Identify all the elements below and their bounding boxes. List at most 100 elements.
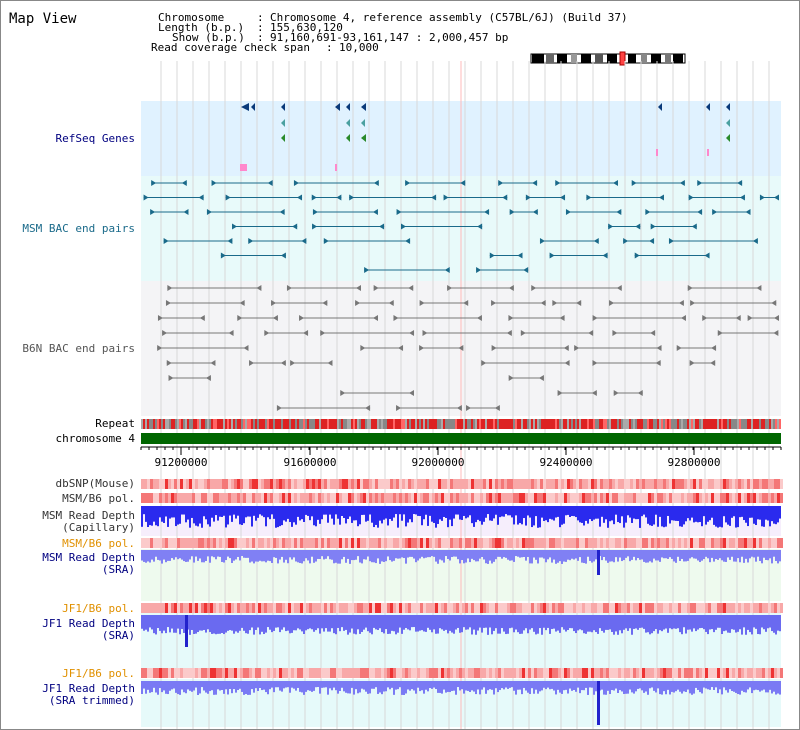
- heat-cell: [327, 479, 330, 489]
- depth-bar: [471, 506, 473, 524]
- heat-cell: [462, 479, 465, 489]
- depth-bar: [233, 681, 235, 690]
- depth-bar: [237, 615, 239, 633]
- jf1-depth-sra[interactable]: [141, 615, 781, 647]
- repeat-track[interactable]: [141, 419, 781, 429]
- heat-cell: [660, 668, 663, 678]
- depth-bar: [381, 506, 383, 524]
- heat-cell: [627, 493, 630, 503]
- depth-bar: [619, 615, 621, 631]
- depth-bar: [319, 506, 321, 524]
- b6n-bac-pair-end: [506, 330, 512, 336]
- repeat-segment: [297, 419, 299, 429]
- heat-cell: [693, 603, 696, 613]
- depth-bar: [187, 681, 189, 690]
- chromosome-ideogram[interactable]: [530, 51, 686, 66]
- heat-cell: [423, 603, 426, 613]
- depth-bar: [175, 506, 177, 527]
- depth-bar: [493, 681, 495, 695]
- depth-bar: [407, 615, 409, 630]
- depth-bar: [743, 506, 745, 521]
- depth-bar: [579, 615, 581, 630]
- depth-bar: [679, 615, 681, 633]
- msm-bac-pair-end: [549, 252, 555, 259]
- msm-bac-pair-end: [150, 209, 156, 215]
- repeat-segment: [519, 419, 521, 429]
- depth-bar: [595, 615, 597, 633]
- b6n-bac-pairs-track[interactable]: [157, 285, 779, 411]
- depth-bar: [641, 681, 643, 691]
- msm-depth-sra[interactable]: [141, 550, 781, 575]
- heat-cell: [609, 493, 612, 503]
- repeat-segment: [541, 419, 543, 429]
- heat-cell: [726, 479, 729, 489]
- depth-bar: [453, 506, 455, 519]
- depth-bar: [195, 681, 197, 688]
- depth-bar: [291, 550, 293, 560]
- heat-cell: [732, 479, 735, 489]
- depth-bar: [403, 550, 405, 559]
- depth-bar: [459, 615, 461, 633]
- depth-bar: [521, 681, 523, 695]
- depth-bar: [767, 681, 769, 693]
- dbsnp-strip[interactable]: [141, 479, 783, 489]
- jf1-depth-trimmed[interactable]: [141, 681, 781, 725]
- depth-bar: [767, 615, 769, 629]
- heat-cell: [594, 668, 597, 678]
- depth-bar: [211, 550, 213, 557]
- heat-cell: [579, 603, 582, 613]
- heat-cell: [522, 479, 525, 489]
- msm-bac-pair-end: [372, 209, 378, 215]
- depth-bar: [451, 506, 453, 527]
- heat-cell: [486, 603, 489, 613]
- depth-bar: [289, 681, 291, 693]
- depth-bar: [681, 615, 683, 635]
- depth-bar: [203, 615, 205, 630]
- depth-bar: [469, 550, 471, 563]
- jf1-b6-pol-strip[interactable]: [141, 603, 783, 613]
- msm-bac-pair-end: [679, 180, 685, 186]
- depth-bar: [375, 550, 377, 564]
- depth-bar: [677, 550, 679, 557]
- msm-b6-pol-strip-2[interactable]: [141, 538, 783, 548]
- depth-bar: [161, 550, 163, 564]
- heat-cell: [384, 538, 387, 548]
- depth-bar: [595, 506, 597, 519]
- heat-cell: [276, 603, 279, 613]
- heat-cell: [390, 603, 393, 613]
- refseq-marker: [656, 149, 658, 156]
- depth-bar: [167, 550, 169, 561]
- depth-bar: [627, 615, 629, 631]
- depth-bar: [537, 681, 539, 694]
- depth-bar: [253, 615, 255, 635]
- depth-bar: [517, 681, 519, 690]
- depth-bar: [321, 550, 323, 557]
- depth-bar: [649, 681, 651, 689]
- depth-bar: [207, 681, 209, 694]
- msm-depth-capillary[interactable]: [141, 506, 781, 528]
- msm-bac-pairs-track[interactable]: [143, 180, 779, 273]
- repeat-segment: [169, 419, 171, 429]
- depth-bar: [635, 506, 637, 520]
- jf1-b6-pol-strip-2[interactable]: [141, 668, 783, 678]
- depth-bar: [637, 681, 639, 689]
- msm-bac-pair-end: [311, 194, 317, 201]
- heat-cell: [639, 603, 642, 613]
- depth-bar: [245, 506, 247, 518]
- depth-bar: [307, 550, 309, 561]
- b6n-bac-pair-end: [396, 405, 402, 411]
- depth-bar: [547, 506, 549, 523]
- depth-bar: [185, 681, 187, 694]
- depth-bar: [315, 615, 317, 631]
- depth-bar: [553, 550, 555, 560]
- depth-bar: [401, 550, 403, 558]
- depth-bar: [325, 615, 327, 629]
- heat-cell: [558, 538, 561, 548]
- heat-cell: [675, 479, 678, 489]
- depth-bar: [321, 681, 323, 688]
- repeat-segment: [303, 419, 305, 429]
- depth-bar: [495, 615, 497, 629]
- refseq-genes-track[interactable]: [240, 103, 730, 171]
- msm-b6-pol-strip[interactable]: [141, 493, 783, 503]
- heat-cell: [777, 603, 780, 613]
